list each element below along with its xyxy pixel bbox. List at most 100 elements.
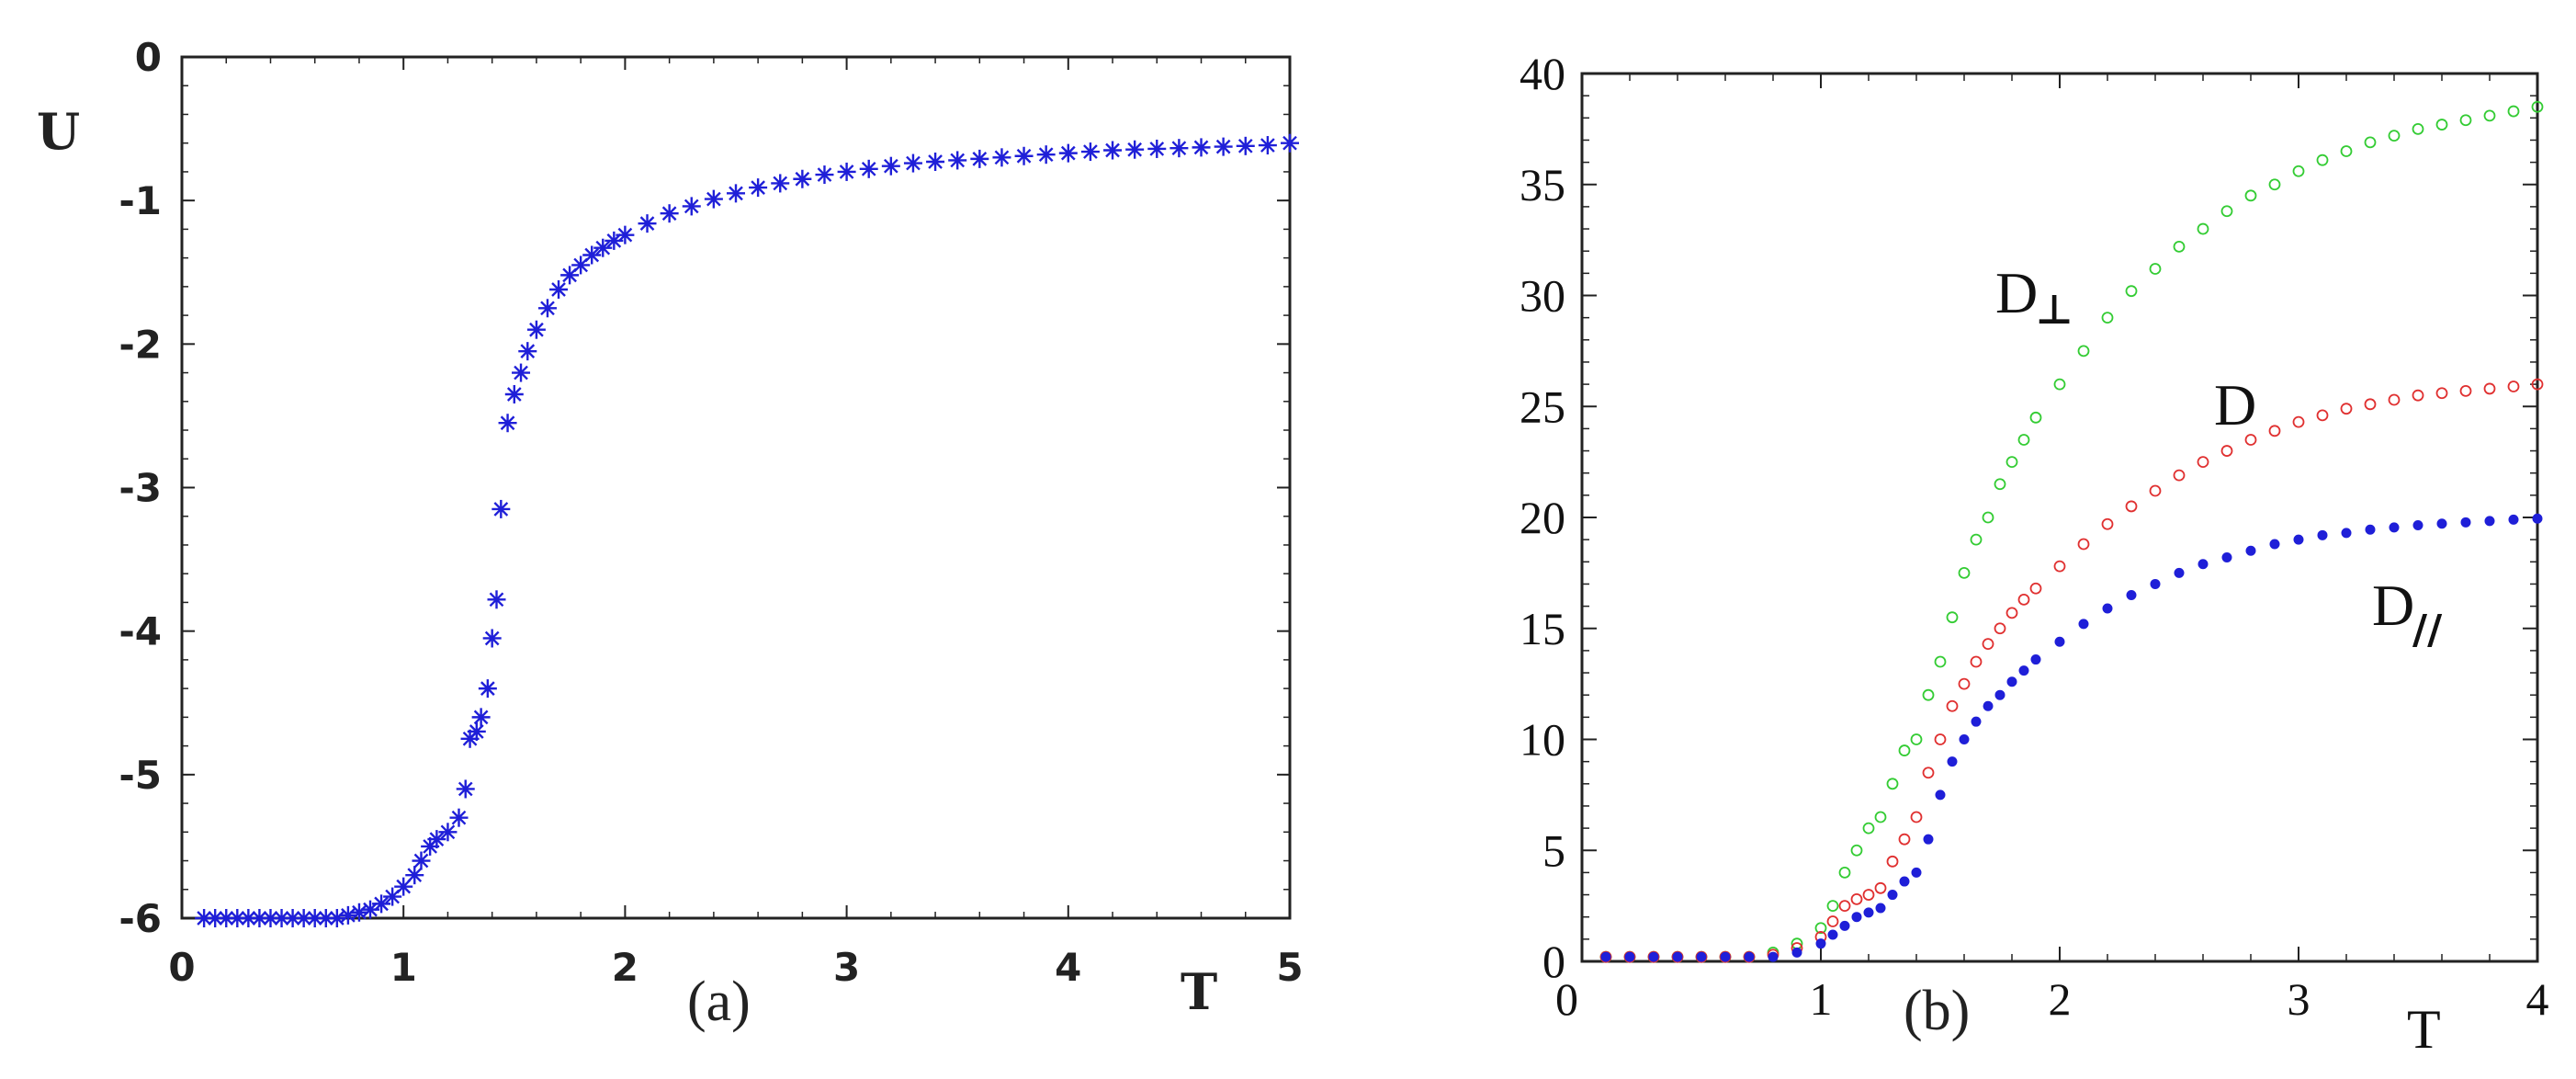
data-point bbox=[1862, 822, 1875, 835]
panel-a-points bbox=[195, 133, 1299, 927]
series-label-d-perp-sub: ⊥ bbox=[2036, 287, 2073, 334]
y-tick-label: -6 bbox=[119, 896, 162, 941]
data-point bbox=[1922, 767, 1935, 779]
series-label-d-parallel-main: D bbox=[2372, 573, 2414, 638]
data-point bbox=[660, 204, 679, 223]
x-tick-label: 4 bbox=[1055, 945, 1081, 990]
data-point bbox=[2006, 676, 2017, 687]
data-point bbox=[1851, 912, 1862, 923]
data-point bbox=[793, 169, 812, 188]
data-point bbox=[2030, 654, 2041, 665]
x-tick-label: 1 bbox=[1810, 973, 1833, 1025]
data-point bbox=[2365, 524, 2376, 535]
data-point bbox=[2017, 593, 2030, 606]
data-point bbox=[1935, 789, 1946, 801]
data-point bbox=[1982, 511, 1994, 524]
x-tick-label: 3 bbox=[2288, 973, 2310, 1025]
data-point bbox=[478, 679, 497, 699]
data-point bbox=[2436, 518, 2447, 529]
data-point bbox=[1863, 907, 1874, 918]
data-point bbox=[1838, 867, 1851, 879]
data-point bbox=[2435, 387, 2448, 400]
data-point bbox=[1862, 889, 1875, 901]
data-point bbox=[2507, 105, 2520, 118]
data-point bbox=[2220, 205, 2233, 218]
data-point bbox=[2053, 378, 2066, 391]
data-point bbox=[2268, 425, 2281, 437]
data-point bbox=[491, 499, 511, 518]
data-point bbox=[349, 903, 368, 922]
series-0-points bbox=[1599, 100, 2544, 963]
data-point bbox=[2029, 411, 2042, 424]
data-point bbox=[2388, 393, 2401, 406]
data-point bbox=[1886, 778, 1899, 790]
data-point bbox=[1971, 716, 1982, 727]
data-point bbox=[2292, 415, 2305, 428]
data-point bbox=[2531, 378, 2544, 391]
data-point bbox=[1839, 920, 1850, 931]
data-point bbox=[1281, 133, 1299, 153]
data-point bbox=[704, 189, 723, 209]
data-point bbox=[859, 159, 878, 178]
data-point bbox=[2198, 559, 2209, 570]
data-point bbox=[2364, 398, 2377, 411]
data-point bbox=[1946, 611, 1959, 624]
data-point bbox=[537, 299, 557, 318]
data-point bbox=[560, 266, 580, 285]
data-point bbox=[2483, 382, 2496, 395]
data-point bbox=[2459, 114, 2472, 127]
y-tick-label: 15 bbox=[1520, 603, 1565, 654]
data-point bbox=[2149, 484, 2162, 497]
data-point bbox=[1036, 145, 1056, 165]
panel-a-y-axis-title: U bbox=[37, 102, 80, 161]
data-point bbox=[1258, 136, 1277, 155]
data-point bbox=[1827, 929, 1838, 940]
panel-a-ticks: 0 1 2 3 4 5 0 -1 -2 -3 -4 -5 -6 bbox=[119, 35, 1303, 990]
y-tick-label: 5 bbox=[1542, 824, 1565, 876]
x-tick-label: 2 bbox=[2049, 973, 2072, 1025]
data-point bbox=[2388, 130, 2401, 142]
x-tick-label: 1 bbox=[390, 945, 417, 990]
panel-a-chart: 0 1 2 3 4 5 0 -1 -2 -3 -4 -5 -6 U T (a) bbox=[37, 35, 1304, 1033]
data-point bbox=[2005, 607, 2018, 619]
data-point bbox=[2435, 119, 2448, 131]
data-point bbox=[903, 153, 922, 173]
data-point bbox=[467, 721, 486, 741]
data-point bbox=[727, 184, 745, 203]
data-point bbox=[1958, 677, 1971, 690]
data-point bbox=[2174, 567, 2185, 578]
data-point bbox=[948, 151, 967, 170]
data-point bbox=[1947, 756, 1958, 767]
data-point bbox=[427, 830, 446, 849]
data-point bbox=[338, 905, 357, 925]
data-point bbox=[2316, 409, 2329, 422]
y-tick-label: -5 bbox=[119, 753, 162, 798]
panel-a-label: (a) bbox=[687, 971, 751, 1033]
data-point bbox=[2054, 636, 2065, 647]
data-point bbox=[1910, 733, 1923, 745]
data-point bbox=[487, 590, 506, 609]
data-point bbox=[2412, 122, 2424, 135]
x-tick-label: 4 bbox=[2526, 973, 2549, 1025]
data-point bbox=[2293, 534, 2304, 545]
data-point bbox=[2173, 240, 2186, 253]
data-point bbox=[2018, 665, 2029, 676]
data-point bbox=[2197, 222, 2209, 235]
data-point bbox=[1983, 700, 1994, 711]
data-point bbox=[926, 153, 945, 172]
data-point bbox=[2101, 517, 2114, 530]
data-point bbox=[1934, 655, 1947, 668]
x-tick-label: 5 bbox=[1276, 945, 1303, 990]
data-point bbox=[1982, 638, 1994, 651]
y-tick-label: 35 bbox=[1520, 159, 1565, 210]
data-point bbox=[1958, 566, 1971, 579]
data-point bbox=[1814, 922, 1827, 935]
data-point bbox=[2412, 389, 2424, 402]
data-point bbox=[1994, 478, 2006, 491]
data-point bbox=[438, 823, 458, 842]
data-point bbox=[2005, 456, 2018, 469]
data-point bbox=[526, 320, 546, 339]
data-point bbox=[1080, 142, 1100, 162]
